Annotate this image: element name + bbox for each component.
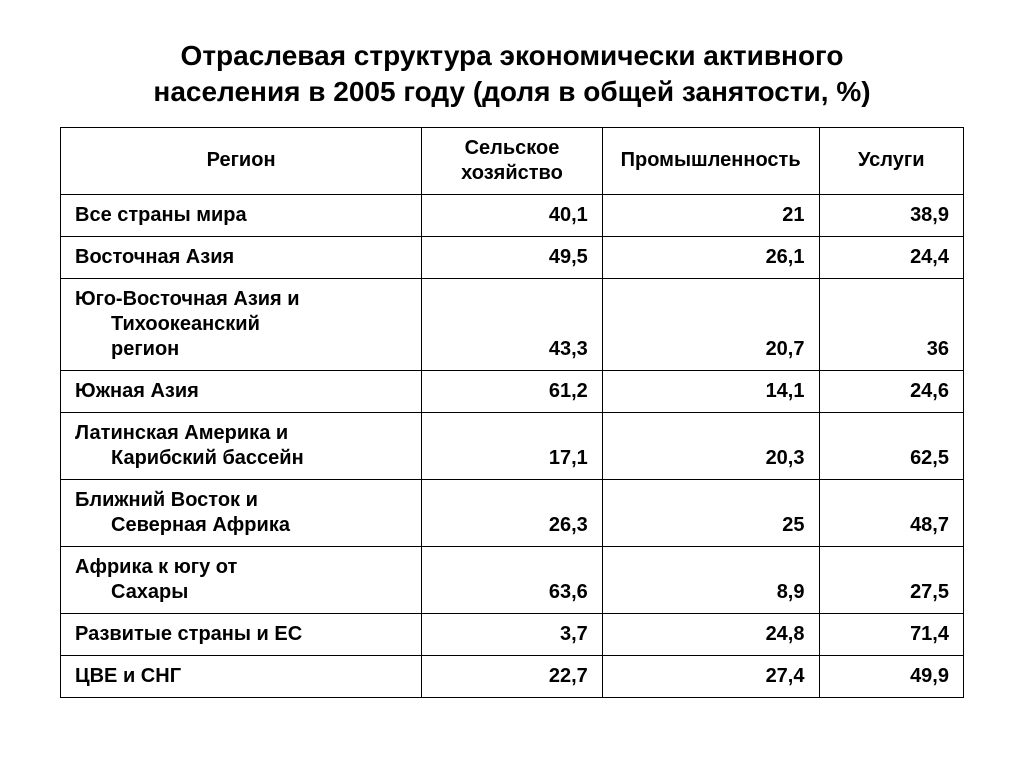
region-cell: Восточная Азия bbox=[61, 236, 422, 278]
col-header-industry: Промышленность bbox=[602, 127, 819, 194]
table-row: Африка к югу отСахары63,68,927,5 bbox=[61, 546, 964, 613]
region-cell: ЦВЕ и СНГ bbox=[61, 655, 422, 697]
col-header-agri-l2: хозяйство bbox=[461, 162, 563, 184]
table-row: Ближний Восток иСеверная Африка26,32548,… bbox=[61, 479, 964, 546]
table-row: Южная Азия 61,214,124,6 bbox=[61, 370, 964, 412]
industry-cell: 20,3 bbox=[602, 412, 819, 479]
agriculture-cell: 3,7 bbox=[422, 613, 603, 655]
page-title: Отраслевая структура экономически активн… bbox=[60, 38, 964, 111]
region-cell: Юго-Восточная Азия иТихоокеанскийрегион bbox=[61, 278, 422, 370]
agriculture-cell: 26,3 bbox=[422, 479, 603, 546]
services-cell: 27,5 bbox=[819, 546, 964, 613]
industry-cell: 26,1 bbox=[602, 236, 819, 278]
table-row: Восточная Азия 49,526,124,4 bbox=[61, 236, 964, 278]
services-cell: 48,7 bbox=[819, 479, 964, 546]
title-line-1: Отраслевая структура экономически активн… bbox=[181, 40, 844, 71]
region-cell: Ближний Восток иСеверная Африка bbox=[61, 479, 422, 546]
industry-cell: 20,7 bbox=[602, 278, 819, 370]
industry-cell: 8,9 bbox=[602, 546, 819, 613]
region-text-line: Латинская Америка и bbox=[75, 422, 288, 444]
services-cell: 71,4 bbox=[819, 613, 964, 655]
agriculture-cell: 61,2 bbox=[422, 370, 603, 412]
region-text-line: Северная Африка bbox=[75, 513, 407, 538]
region-cell: Латинская Америка иКарибский бассейн bbox=[61, 412, 422, 479]
col-header-agriculture: Сельское хозяйство bbox=[422, 127, 603, 194]
services-cell: 49,9 bbox=[819, 655, 964, 697]
region-text-line: ЦВЕ и СНГ bbox=[75, 665, 181, 687]
services-cell: 24,4 bbox=[819, 236, 964, 278]
table-row: Юго-Восточная Азия иТихоокеанскийрегион4… bbox=[61, 278, 964, 370]
region-text-line: регион bbox=[75, 337, 407, 362]
region-text-line: Юго-Восточная Азия и bbox=[75, 288, 300, 310]
table-row: ЦВЕ и СНГ 22,727,449,9 bbox=[61, 655, 964, 697]
col-header-services: Услуги bbox=[819, 127, 964, 194]
region-text-line: Сахары bbox=[75, 580, 407, 605]
title-line-2: населения в 2005 году (доля в общей заня… bbox=[153, 76, 870, 107]
employment-table: Регион Сельское хозяйство Промышленность… bbox=[60, 127, 964, 698]
slide: Отраслевая структура экономически активн… bbox=[0, 0, 1024, 768]
industry-cell: 25 bbox=[602, 479, 819, 546]
industry-cell: 27,4 bbox=[602, 655, 819, 697]
table-body: Все страны мира 40,12138,9 Восточная Азия 4… bbox=[61, 194, 964, 697]
col-header-region: Регион bbox=[61, 127, 422, 194]
industry-cell: 21 bbox=[602, 194, 819, 236]
region-text-line: Тихоокеанский bbox=[75, 312, 407, 337]
agriculture-cell: 17,1 bbox=[422, 412, 603, 479]
agriculture-cell: 63,6 bbox=[422, 546, 603, 613]
region-text-line: Развитые страны и ЕС bbox=[75, 623, 302, 645]
region-text-line: Восточная Азия bbox=[75, 246, 234, 268]
agriculture-cell: 40,1 bbox=[422, 194, 603, 236]
region-cell: Развитые страны и ЕС bbox=[61, 613, 422, 655]
table-header-row: Регион Сельское хозяйство Промышленность… bbox=[61, 127, 964, 194]
table-row: Все страны мира 40,12138,9 bbox=[61, 194, 964, 236]
services-cell: 62,5 bbox=[819, 412, 964, 479]
agriculture-cell: 22,7 bbox=[422, 655, 603, 697]
region-text-line: Ближний Восток и bbox=[75, 489, 258, 511]
region-cell: Африка к югу отСахары bbox=[61, 546, 422, 613]
services-cell: 36 bbox=[819, 278, 964, 370]
col-header-agri-l1: Сельское bbox=[465, 137, 560, 159]
agriculture-cell: 43,3 bbox=[422, 278, 603, 370]
industry-cell: 14,1 bbox=[602, 370, 819, 412]
region-cell: Южная Азия bbox=[61, 370, 422, 412]
industry-cell: 24,8 bbox=[602, 613, 819, 655]
region-text-line: Южная Азия bbox=[75, 380, 199, 402]
table-row: Латинская Америка иКарибский бассейн17,1… bbox=[61, 412, 964, 479]
table-row: Развитые страны и ЕС 3,724,871,4 bbox=[61, 613, 964, 655]
agriculture-cell: 49,5 bbox=[422, 236, 603, 278]
region-cell: Все страны мира bbox=[61, 194, 422, 236]
services-cell: 38,9 bbox=[819, 194, 964, 236]
region-text-line: Все страны мира bbox=[75, 204, 247, 226]
region-text-line: Африка к югу от bbox=[75, 556, 237, 578]
region-text-line: Карибский бассейн bbox=[75, 446, 407, 471]
services-cell: 24,6 bbox=[819, 370, 964, 412]
